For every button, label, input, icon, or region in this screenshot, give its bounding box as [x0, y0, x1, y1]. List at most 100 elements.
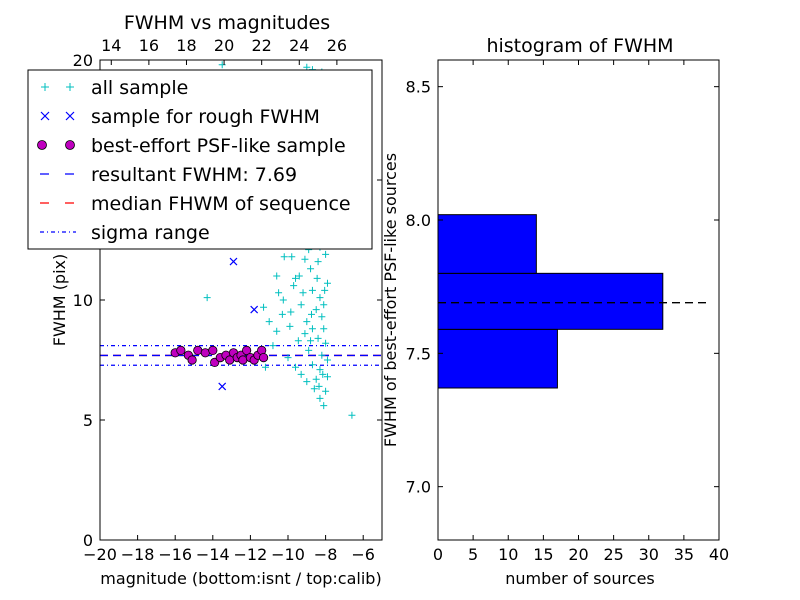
all-sample-point [320, 402, 328, 410]
x-tick-label: −20 [83, 545, 117, 564]
y-tick-label: 8.0 [406, 211, 431, 230]
top-tick-label: 14 [101, 36, 121, 55]
y-tick-label: 8.5 [406, 78, 431, 97]
x-tick-label: 0 [433, 545, 443, 564]
all-sample-point [279, 296, 287, 304]
all-sample-point [322, 339, 330, 347]
top-tick-label: 26 [327, 36, 347, 55]
legend-entry: all sample [41, 77, 188, 99]
top-tick-label: 20 [214, 36, 234, 55]
best-effort-sample-point [238, 355, 248, 365]
all-sample-point [321, 286, 329, 294]
all-sample-point [292, 274, 300, 282]
all-sample-point [320, 325, 328, 333]
all-sample-point [323, 356, 331, 364]
legend-plus-marker [66, 83, 74, 91]
left-y-axis-label: FWHM (pix) [50, 254, 69, 347]
all-sample-point [275, 289, 283, 297]
all-sample-point [286, 322, 294, 330]
legend-box [27, 69, 373, 250]
best-effort-sample-point [200, 348, 210, 358]
x-tick-label: −10 [271, 545, 305, 564]
all-sample-point [310, 385, 318, 393]
x-tick-label: 35 [674, 545, 694, 564]
all-sample-point [299, 289, 307, 297]
legend-label: resultant FWHM: 7.69 [91, 164, 297, 186]
all-sample-point [303, 378, 311, 386]
all-sample-point [308, 286, 316, 294]
right-panel: 0 5 10 15 20 25 30 35 40 7.0 7.5 8.0 8.5 histogram o… [381, 35, 729, 588]
all-sample-point [318, 313, 326, 321]
all-sample-point [287, 308, 295, 316]
all-sample-point [292, 363, 300, 371]
best-effort-sample-point [242, 345, 252, 355]
all-sample-point [288, 253, 296, 261]
legend-entry: resultant FWHM: 7.69 [40, 164, 297, 186]
x-tick-label: 40 [709, 545, 729, 564]
legend-x-marker [65, 111, 75, 121]
x-tick-label: −8 [314, 545, 338, 564]
histogram-bar [437, 328, 558, 389]
all-sample-point [260, 303, 268, 311]
x-tick-label: −12 [234, 545, 268, 564]
all-sample-point [294, 337, 302, 345]
legend-circle-marker [65, 140, 75, 150]
histogram-bar [437, 214, 537, 274]
x-tick-label: 30 [639, 545, 659, 564]
left-panel: −20−18−16−14−12−10−8−6051015201416182022… [27, 12, 383, 588]
all-sample-point [312, 306, 320, 314]
all-sample-point [278, 310, 286, 318]
all-sample-point [290, 282, 298, 290]
x-tick-label: −14 [196, 545, 230, 564]
x-tick-label: 10 [498, 545, 518, 564]
rough-sample-point [229, 257, 238, 266]
all-sample-point [273, 327, 281, 335]
all-sample-point [269, 342, 277, 350]
all-sample-point [320, 301, 328, 309]
best-effort-sample-point [258, 352, 269, 363]
y-tick-label: 0 [83, 531, 93, 550]
top-tick-label: 16 [139, 36, 159, 55]
legend-label: best-effort PSF-like sample [91, 135, 346, 157]
x-tick-label: 25 [603, 545, 623, 564]
all-sample-point [308, 361, 316, 369]
all-sample-point [203, 294, 211, 302]
legend-entry: median FHWM of sequence [40, 193, 351, 215]
all-sample-point [307, 265, 315, 273]
legend-label: sample for rough FWHM [91, 106, 320, 128]
y-tick-label: 5 [83, 411, 93, 430]
all-sample-point [265, 318, 273, 326]
all-sample-point [318, 351, 326, 359]
right-y-axis-label: FWHM of best-effort PSF-like sources [381, 153, 400, 447]
y-tick-label: 10 [73, 291, 93, 310]
legend: all sample sample for rough FWHM best-effo… [27, 69, 373, 250]
x-tick-label: 15 [533, 545, 553, 564]
right-chart-title: histogram of FWHM [486, 35, 673, 57]
all-sample-point [301, 330, 309, 338]
best-effort-sample-point [208, 345, 218, 355]
all-sample-point [297, 301, 305, 309]
best-effort-sample-point [187, 355, 197, 365]
all-sample-point [301, 255, 309, 263]
best-effort-sample-point [193, 345, 203, 355]
all-sample-point [297, 370, 305, 378]
all-sample-point [280, 253, 288, 261]
y-tick-label: 20 [73, 51, 93, 70]
legend-entry: sigma range [40, 222, 210, 244]
all-sample-point [322, 250, 330, 258]
all-sample-point [312, 375, 320, 383]
all-sample-point [273, 272, 281, 280]
all-sample-point [314, 334, 322, 342]
all-sample-point [315, 382, 323, 390]
x-tick-label: −16 [158, 545, 192, 564]
all-sample-point [308, 310, 315, 318]
right-axis-ticks: 0 5 10 15 20 25 30 35 40 7.0 7.5 8.0 8.5 [406, 60, 729, 564]
legend-label: all sample [91, 77, 188, 99]
all-sample-point [295, 272, 303, 280]
rough-sample-point [250, 305, 259, 314]
all-sample-point [313, 274, 321, 282]
best-effort-sample-point [176, 345, 186, 355]
legend-plus-marker [41, 83, 49, 91]
rough-sample-point [218, 382, 227, 391]
